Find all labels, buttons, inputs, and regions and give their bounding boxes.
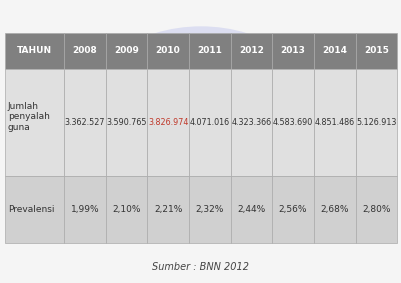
Text: 2,80%: 2,80% xyxy=(361,205,390,214)
Text: 2,10%: 2,10% xyxy=(112,205,140,214)
Text: 2,21%: 2,21% xyxy=(154,205,182,214)
Text: 4.071.016: 4.071.016 xyxy=(189,118,229,127)
Text: 2,56%: 2,56% xyxy=(278,205,306,214)
Text: 2011: 2011 xyxy=(197,46,222,55)
Text: 2013: 2013 xyxy=(280,46,305,55)
Text: Prevalensi: Prevalensi xyxy=(8,205,54,214)
Text: 2012: 2012 xyxy=(238,46,263,55)
Text: 2,32%: 2,32% xyxy=(195,205,223,214)
Text: 2,68%: 2,68% xyxy=(320,205,348,214)
Text: 4.583.690: 4.583.690 xyxy=(272,118,312,127)
Text: 3.590.765: 3.590.765 xyxy=(106,118,146,127)
Text: 2014: 2014 xyxy=(322,46,346,55)
Text: 2008: 2008 xyxy=(72,46,97,55)
Text: TAHUN: TAHUN xyxy=(17,46,52,55)
Text: 2015: 2015 xyxy=(363,46,388,55)
Text: 1,99%: 1,99% xyxy=(70,205,99,214)
Text: 2,44%: 2,44% xyxy=(237,205,265,214)
Text: 4.851.486: 4.851.486 xyxy=(314,118,354,127)
Text: 3.826.974: 3.826.974 xyxy=(148,118,188,127)
Text: 2010: 2010 xyxy=(155,46,180,55)
Text: 4.323.366: 4.323.366 xyxy=(231,118,271,127)
Text: Jumlah
penyalah
guna: Jumlah penyalah guna xyxy=(8,102,49,132)
Text: Sumber : BNN 2012: Sumber : BNN 2012 xyxy=(152,262,249,272)
Text: 3.362.527: 3.362.527 xyxy=(65,118,105,127)
Text: 2009: 2009 xyxy=(114,46,139,55)
Text: 5.126.913: 5.126.913 xyxy=(355,118,395,127)
